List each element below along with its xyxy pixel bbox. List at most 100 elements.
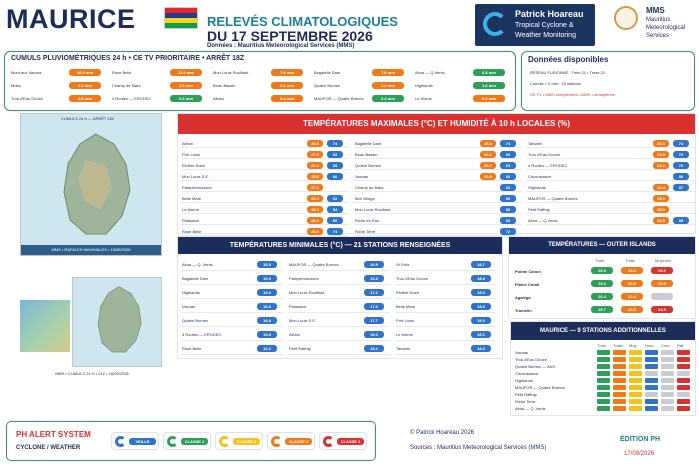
tmin-station-name: Quatre Bornes <box>182 318 209 323</box>
tmax-station-name: Belle Mare <box>182 196 202 201</box>
extra-cell <box>613 392 626 397</box>
table-row <box>395 259 497 271</box>
table-row <box>181 194 349 203</box>
tmax-value: 26.1 <box>480 151 496 158</box>
table-row <box>181 343 283 355</box>
tmin-station-name: MAUFOR — Quatre Bornes <box>289 262 339 267</box>
tmin-station-name: Tamarin <box>396 346 411 351</box>
extra-cell <box>645 399 658 404</box>
rain-station-value: 0.4 mm <box>271 95 303 102</box>
tmin-station-name: Mon Louis Rouillard <box>289 290 325 295</box>
extra-cell <box>661 385 674 390</box>
extra-cell <box>597 385 610 390</box>
outer-title: TEMPÉRATURES — OUTER ISLANDS <box>509 237 695 254</box>
extra-cell <box>661 392 674 397</box>
table-row <box>288 273 390 285</box>
gusts-map-caption: MMS • CUMULS 24 H • 21Z • 16/09/2026 <box>55 371 129 376</box>
tmin-section: TEMPÉRATURES MINIMALES (°C) — 21 STATION… <box>177 236 503 359</box>
humidity-value: 74 <box>673 140 689 147</box>
extra-cell <box>661 399 674 404</box>
tmin-value: 18.0 <box>364 331 384 338</box>
humidity-value: 60 <box>500 217 516 224</box>
tmin-station-name: Rivière Noire <box>396 290 420 295</box>
ph-logo: Patrick Hoareau Tropical Cyclone & Weath… <box>475 4 595 46</box>
table-row <box>181 287 283 299</box>
mauritius-flag-icon <box>164 7 198 29</box>
available-data-panel: Données disponibles RÉSEAU FUSIONNÉ : Tm… <box>521 51 695 111</box>
outer-tmin: 26.5 <box>591 267 613 274</box>
tmin-value: 16.0 <box>257 289 277 296</box>
tmax-station-name: Riche Terre <box>355 229 376 234</box>
table-row <box>395 329 497 341</box>
ph-logo-line3: Weather Monitoring <box>515 32 576 39</box>
humidity-value: 68 <box>500 173 516 180</box>
tmax-station-name: Tamarin <box>528 141 543 146</box>
rain-station-value: 1.2 mm <box>372 82 404 89</box>
alert-level-0[interactable]: VEILLE <box>111 432 159 450</box>
rain-station-value: 2.6 mm <box>170 82 202 89</box>
extra-cell <box>629 357 642 362</box>
table-row <box>181 183 349 192</box>
table-row <box>181 273 283 285</box>
alert-level-1[interactable]: CLASSE 1 <box>163 432 211 450</box>
alert-level-2[interactable]: CLASSE 2 <box>215 432 263 450</box>
tmax-value: 26.3 <box>653 140 669 147</box>
extra-station-name: Circonstance <box>515 371 539 376</box>
table-row <box>288 315 390 327</box>
extra-cell <box>597 364 610 369</box>
outer-header-moyenne: Moyenne <box>655 258 672 263</box>
extra-cell <box>613 385 626 390</box>
rain-station-name: Moka <box>11 83 21 88</box>
tmax-value: 22.4 <box>653 184 669 191</box>
alert-level-3[interactable]: CLASSE 3 <box>267 432 315 450</box>
tmax-value: 23.5 <box>653 217 669 224</box>
tmin-value: 19.3 <box>471 345 491 352</box>
extra-header: Tmin <box>597 343 606 348</box>
rain-station-value: 16.4 mm <box>69 69 101 76</box>
tmax-station-name: Quatre Bornes <box>355 163 382 168</box>
page-title: MAURICE <box>6 4 136 34</box>
header-subtitle-2: DU 17 SEPTEMBRE 2026 <box>207 28 373 44</box>
alert-level-4[interactable]: CLASSE 4 <box>319 432 367 450</box>
tmax-value: 27.6 <box>307 151 323 158</box>
rain-station-value: 4.2 mm <box>69 82 101 89</box>
tmax-station-name: Circonstance <box>528 174 552 179</box>
tmax-station-name: Plaisance <box>182 218 200 223</box>
extra-cell <box>629 392 642 397</box>
mms-logo-text2: Mauritius <box>646 17 671 23</box>
tmin-value: 19.1 <box>471 331 491 338</box>
alert-bar: PH ALERT SYSTEM CYCLONE / WEATHER VEILLE… <box>6 421 376 461</box>
table-row <box>395 343 497 355</box>
humidity-value: 60 <box>327 217 343 224</box>
extra-cell <box>629 350 642 355</box>
ph-logo-line2: Tropical Cyclone & <box>515 22 574 29</box>
extra-header: Raf. <box>677 343 685 348</box>
inset-map <box>20 300 70 352</box>
tmax-value: 25.0 <box>480 140 496 147</box>
extra-cell <box>629 399 642 404</box>
table-row <box>181 301 283 313</box>
extra-cell <box>645 392 658 397</box>
outer-tmin: 26.4 <box>591 293 613 300</box>
tmin-value: 16.0 <box>257 303 277 310</box>
outer-moyenne <box>651 293 673 300</box>
extra-cell <box>677 392 690 397</box>
tmin-value: 19.0 <box>471 317 491 324</box>
extra-cell <box>661 406 674 411</box>
outer-moyenne: 23.0 <box>651 280 673 287</box>
rain-station-name: Champ de Mars <box>112 83 141 88</box>
extra-cell <box>597 357 610 362</box>
table-row <box>181 150 349 159</box>
extra-cell <box>597 406 610 411</box>
table-row <box>354 139 522 148</box>
extra-cell <box>613 350 626 355</box>
humidity-value: 76 <box>673 162 689 169</box>
extra-cell <box>629 385 642 390</box>
tmin-station-name: 4 Routes — ERODEC <box>182 332 222 337</box>
extra-cell <box>597 350 610 355</box>
humidity-value: 74 <box>327 140 343 147</box>
extra-cell <box>645 378 658 383</box>
outer-tmin: 25.7 <box>591 306 613 313</box>
tmax-station-name: Le Morne <box>182 207 199 212</box>
extra-cell <box>613 371 626 376</box>
